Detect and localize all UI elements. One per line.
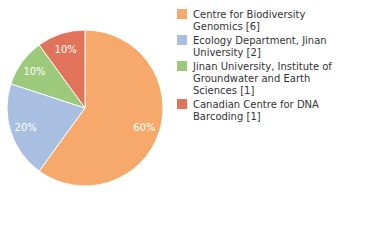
legend-label: Canadian Centre for DNABarcoding [1] (193, 99, 319, 122)
data-label: 10% (55, 44, 77, 55)
data-label: 20% (15, 122, 37, 133)
legend-label: Ecology Department, JinanUniversity [2] (193, 35, 327, 58)
legend-swatch (177, 9, 187, 19)
legend-label: Jinan University, Institute ofGroundwate… (192, 61, 332, 96)
data-label: 10% (23, 66, 45, 77)
data-label: 60% (133, 122, 155, 133)
legend-swatch (177, 35, 187, 45)
chart: 60% 20% 10% 10% Centre for BiodiversityGenom… (0, 0, 380, 240)
pie (7, 30, 163, 186)
legend-swatch (177, 99, 187, 109)
legend-label: Centre for BiodiversityGenomics [6] (193, 9, 306, 32)
legend-swatch (177, 61, 187, 71)
data-labels: 60% 20% 10% 10% (15, 44, 156, 134)
legend: Centre for BiodiversityGenomics [6] Ecolo… (177, 9, 332, 122)
slice (39, 30, 85, 108)
